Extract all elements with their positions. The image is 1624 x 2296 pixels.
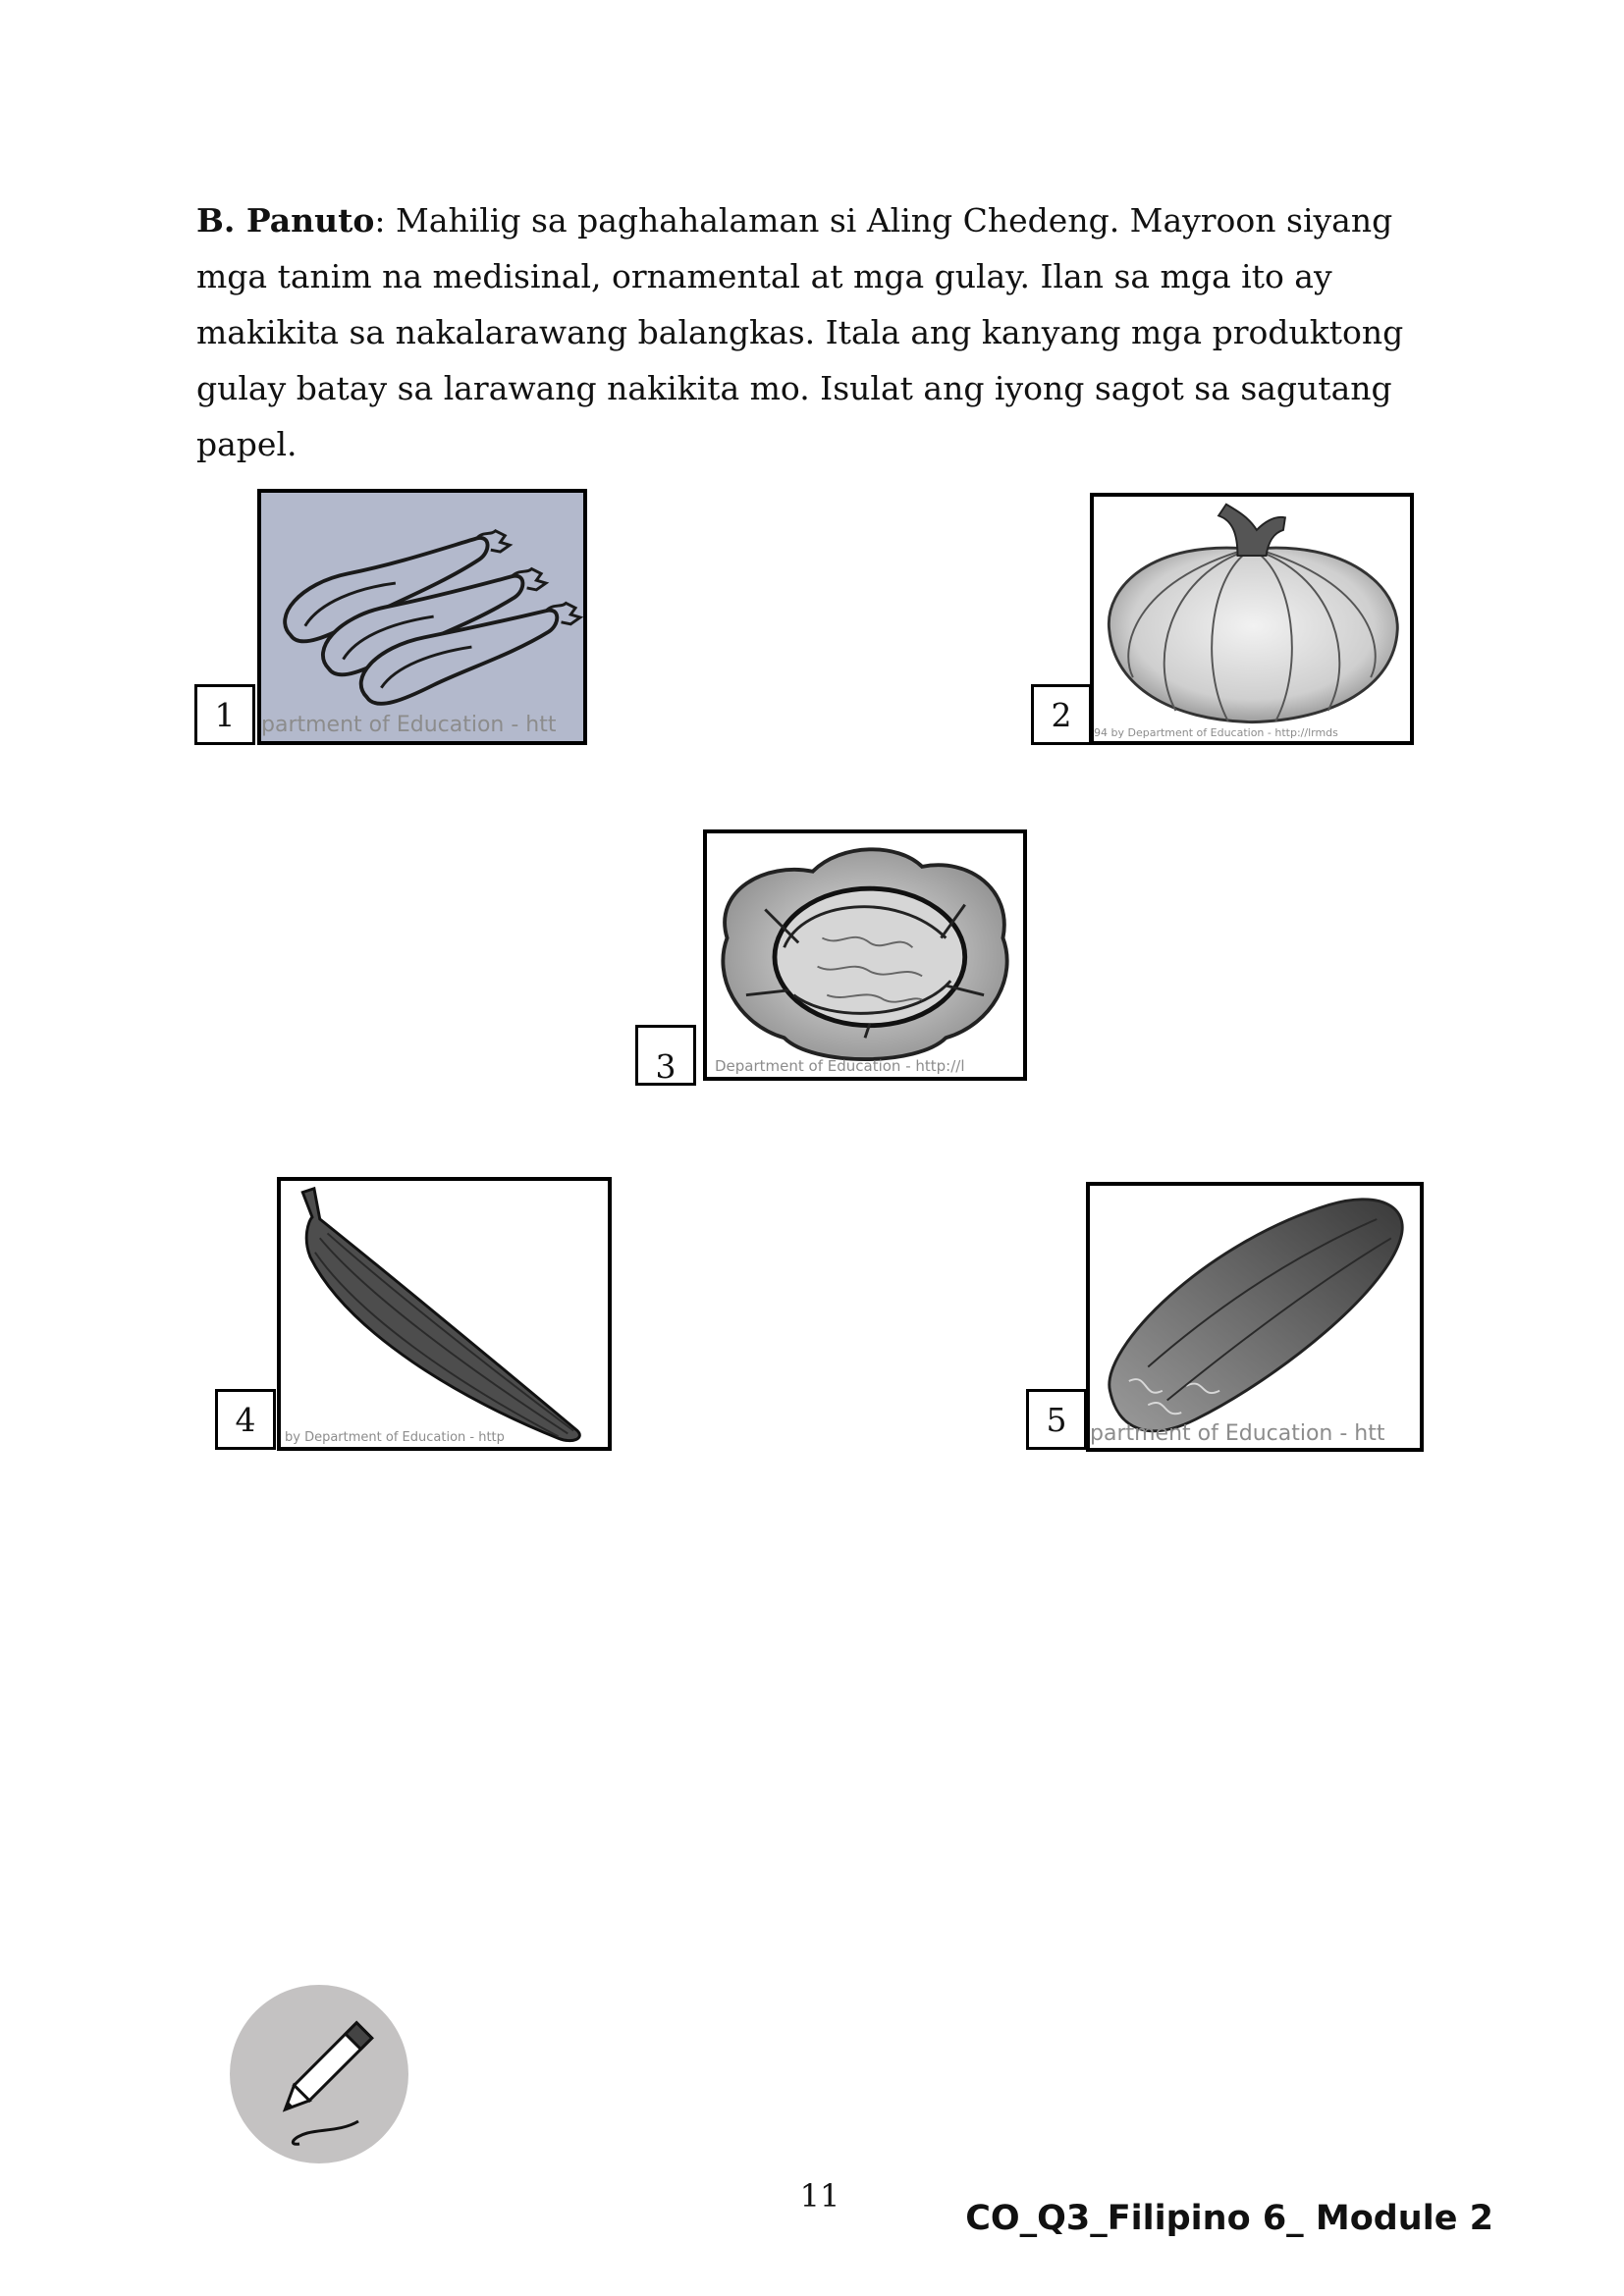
image-5-watermark: partment of Education - htt <box>1090 1421 1385 1446</box>
image-3-cabbage: Department of Education - http://l <box>703 829 1027 1081</box>
image-1-eggplant: partment of Education - htt <box>257 489 587 745</box>
image-3-watermark: Department of Education - http://l <box>715 1057 965 1075</box>
image-5-number: 5 <box>1026 1389 1087 1450</box>
image-2-watermark: 94 by Department of Education - http://l… <box>1094 726 1338 739</box>
image-2-squash: 94 by Department of Education - http://l… <box>1090 493 1414 745</box>
page-number: 11 <box>799 2177 840 2215</box>
pencil-icon <box>230 1985 408 2163</box>
activity-badge <box>229 1984 409 2164</box>
cabbage-drawing <box>721 847 1009 1062</box>
instructions-text: : Mahilig sa paghahalaman si Aling Chede… <box>196 201 1404 463</box>
image-4-watermark: by Department of Education - http <box>285 1430 505 1445</box>
image-1-number: 1 <box>194 684 255 745</box>
squash-drawing <box>1107 503 1399 724</box>
eggplant-drawing <box>283 529 583 706</box>
module-footer: CO_Q3_Filipino 6_ Module 2 <box>965 2199 1493 2238</box>
sponge-gourd-drawing <box>300 1186 581 1443</box>
instructions: B. Panuto: Mahilig sa paghahalaman si Al… <box>196 192 1463 472</box>
cucumber-drawing <box>1108 1198 1404 1433</box>
image-4-sponge-gourd: by Department of Education - http <box>277 1177 612 1451</box>
image-4-number: 4 <box>215 1389 276 1450</box>
image-1-watermark: partment of Education - htt <box>261 713 557 737</box>
image-5-cucumber: partment of Education - htt <box>1086 1182 1424 1452</box>
image-2-number: 2 <box>1031 684 1092 745</box>
image-3-number: 3 <box>635 1025 696 1086</box>
instructions-label: B. Panuto <box>196 201 375 240</box>
